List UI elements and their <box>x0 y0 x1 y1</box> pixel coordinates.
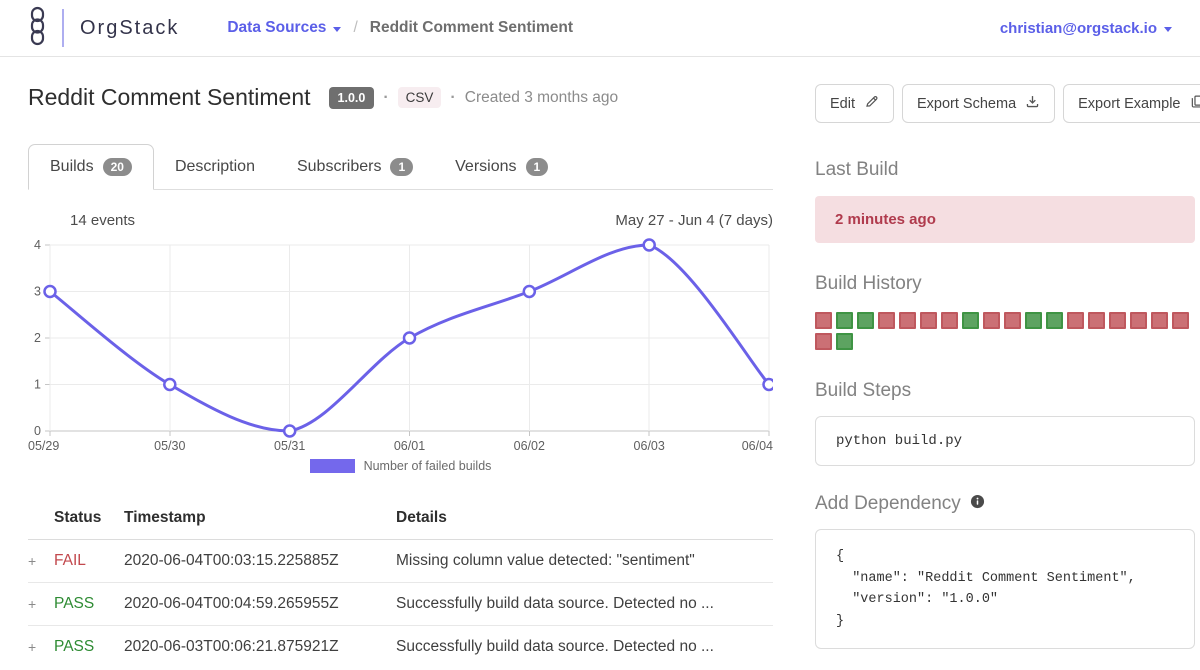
add-dependency-heading: Add Dependency <box>815 493 1195 515</box>
last-build-status: 2 minutes ago <box>815 196 1195 243</box>
build-history-square-pass <box>1025 312 1042 329</box>
col-header-status: Status <box>54 509 102 526</box>
pencil-icon <box>864 94 879 113</box>
brand-name: OrgStack <box>80 16 180 39</box>
build-history-square-fail <box>1151 312 1168 329</box>
breadcrumb-current: Reddit Comment Sentiment <box>369 19 573 36</box>
build-history-square-fail <box>815 312 832 329</box>
svg-text:05/31: 05/31 <box>274 439 305 453</box>
chevron-down-icon <box>1164 26 1172 32</box>
build-history-square-pass <box>962 312 979 329</box>
build-history-square-fail <box>815 333 832 350</box>
col-header-timestamp: Timestamp <box>124 509 206 526</box>
add-dependency-code: { "name": "Reddit Comment Sentiment", "v… <box>815 529 1195 650</box>
col-header-details: Details <box>396 509 447 526</box>
build-history-square-fail <box>878 312 895 329</box>
table-row[interactable]: + PASS 2020-06-04T00:04:59.265955Z Succe… <box>28 583 773 626</box>
details-cell: Missing column value detected: "sentimen… <box>396 552 695 569</box>
builds-table: Status Timestamp Details + FAIL 2020-06-… <box>28 499 773 668</box>
date-range-label: May 27 - Jun 4 (7 days) <box>615 212 773 229</box>
tab-versions[interactable]: Versions 1 <box>434 145 569 189</box>
svg-text:06/02: 06/02 <box>514 439 545 453</box>
svg-text:3: 3 <box>34 285 41 299</box>
versions-count-badge: 1 <box>525 158 549 176</box>
build-history-square-pass <box>836 312 853 329</box>
build-history-square-fail <box>941 312 958 329</box>
format-badge: CSV <box>397 87 442 108</box>
table-row[interactable]: + PASS 2020-06-03T00:06:21.875921Z Succe… <box>28 626 773 668</box>
chevron-down-icon <box>333 26 342 32</box>
svg-text:06/04: 06/04 <box>742 439 773 453</box>
version-badge: 1.0.0 <box>328 86 375 109</box>
status-badge: PASS <box>54 595 95 612</box>
build-history-square-fail <box>1088 312 1105 329</box>
timestamp-cell: 2020-06-03T00:06:21.875921Z <box>124 638 339 655</box>
legend-swatch <box>309 459 355 473</box>
build-history-square-pass <box>836 333 853 350</box>
subscribers-count-badge: 1 <box>390 158 414 176</box>
build-history-heading: Build History <box>815 273 922 294</box>
copy-icon <box>1190 94 1200 113</box>
events-count-label: 14 events <box>70 212 136 229</box>
separator-dot: · <box>383 88 389 106</box>
created-text: Created 3 months ago <box>464 88 619 106</box>
svg-text:0: 0 <box>34 424 41 438</box>
expand-row-button[interactable]: + <box>28 553 37 569</box>
breadcrumb: Data Sources / Reddit Comment Sentiment <box>227 19 573 37</box>
svg-text:05/29: 05/29 <box>28 439 59 453</box>
edit-button[interactable]: Edit <box>815 84 894 123</box>
tab-bar: Builds 20 Description Subscribers 1 Vers… <box>28 144 773 190</box>
table-row[interactable]: + FAIL 2020-06-04T00:03:15.225885Z Missi… <box>28 540 773 583</box>
tab-description[interactable]: Description <box>174 158 255 175</box>
failed-builds-line-chart: 0 1 2 3 4 05/29 05/30 05/31 06/01 06/02 06/03 06/04 <box>28 238 773 453</box>
svg-text:2: 2 <box>34 331 41 345</box>
brand-divider <box>62 9 64 47</box>
orgstack-chain-logo-icon <box>28 6 47 51</box>
expand-row-button[interactable]: + <box>28 596 37 612</box>
details-cell: Successfully build data source. Detected… <box>396 595 714 612</box>
svg-text:06/01: 06/01 <box>394 439 425 453</box>
export-example-button[interactable]: Export Example <box>1063 84 1200 123</box>
status-badge: FAIL <box>54 552 86 569</box>
page-title: Reddit Comment Sentiment <box>28 84 311 110</box>
svg-text:06/03: 06/03 <box>634 439 665 453</box>
build-history-square-fail <box>920 312 937 329</box>
legend-label: Number of failed builds <box>363 459 492 473</box>
build-steps-heading: Build Steps <box>815 380 912 401</box>
build-history-square-pass <box>857 312 874 329</box>
build-history-square-pass <box>1046 312 1063 329</box>
breadcrumb-data-sources[interactable]: Data Sources <box>227 19 342 37</box>
table-header-row: Status Timestamp Details <box>28 499 773 540</box>
separator-dot: · <box>450 88 456 106</box>
svg-text:1: 1 <box>34 378 41 392</box>
svg-text:05/30: 05/30 <box>154 439 185 453</box>
build-history-square-fail <box>899 312 916 329</box>
build-history-square-fail <box>983 312 1000 329</box>
info-icon[interactable] <box>970 493 985 515</box>
top-navbar: OrgStack Data Sources / Reddit Comment S… <box>0 0 1200 57</box>
details-cell: Successfully build data source. Detected… <box>396 638 714 655</box>
timestamp-cell: 2020-06-04T00:04:59.265955Z <box>124 595 339 612</box>
user-menu[interactable]: christian@orgstack.io <box>1000 20 1172 37</box>
svg-text:4: 4 <box>34 238 41 252</box>
user-email: christian@orgstack.io <box>999 19 1157 37</box>
build-history-square-fail <box>1172 312 1189 329</box>
build-history-square-fail <box>1109 312 1126 329</box>
export-schema-button[interactable]: Export Schema <box>902 84 1056 123</box>
build-history-square-fail <box>1067 312 1084 329</box>
timestamp-cell: 2020-06-04T00:03:15.225885Z <box>124 552 339 569</box>
build-history-square-fail <box>1130 312 1147 329</box>
tab-subscribers[interactable]: Subscribers 1 <box>276 145 434 189</box>
chart-legend: Number of failed builds <box>28 459 773 473</box>
build-history-square-fail <box>1004 312 1021 329</box>
build-steps-code: python build.py <box>815 416 1195 466</box>
last-build-heading: Last Build <box>815 159 899 180</box>
download-icon <box>1025 94 1040 113</box>
expand-row-button[interactable]: + <box>28 639 37 655</box>
builds-count-badge: 20 <box>102 158 132 176</box>
tab-builds[interactable]: Builds 20 <box>28 144 154 190</box>
breadcrumb-separator: / <box>353 19 358 36</box>
build-history-grid <box>815 312 1195 350</box>
status-badge: PASS <box>54 638 95 655</box>
